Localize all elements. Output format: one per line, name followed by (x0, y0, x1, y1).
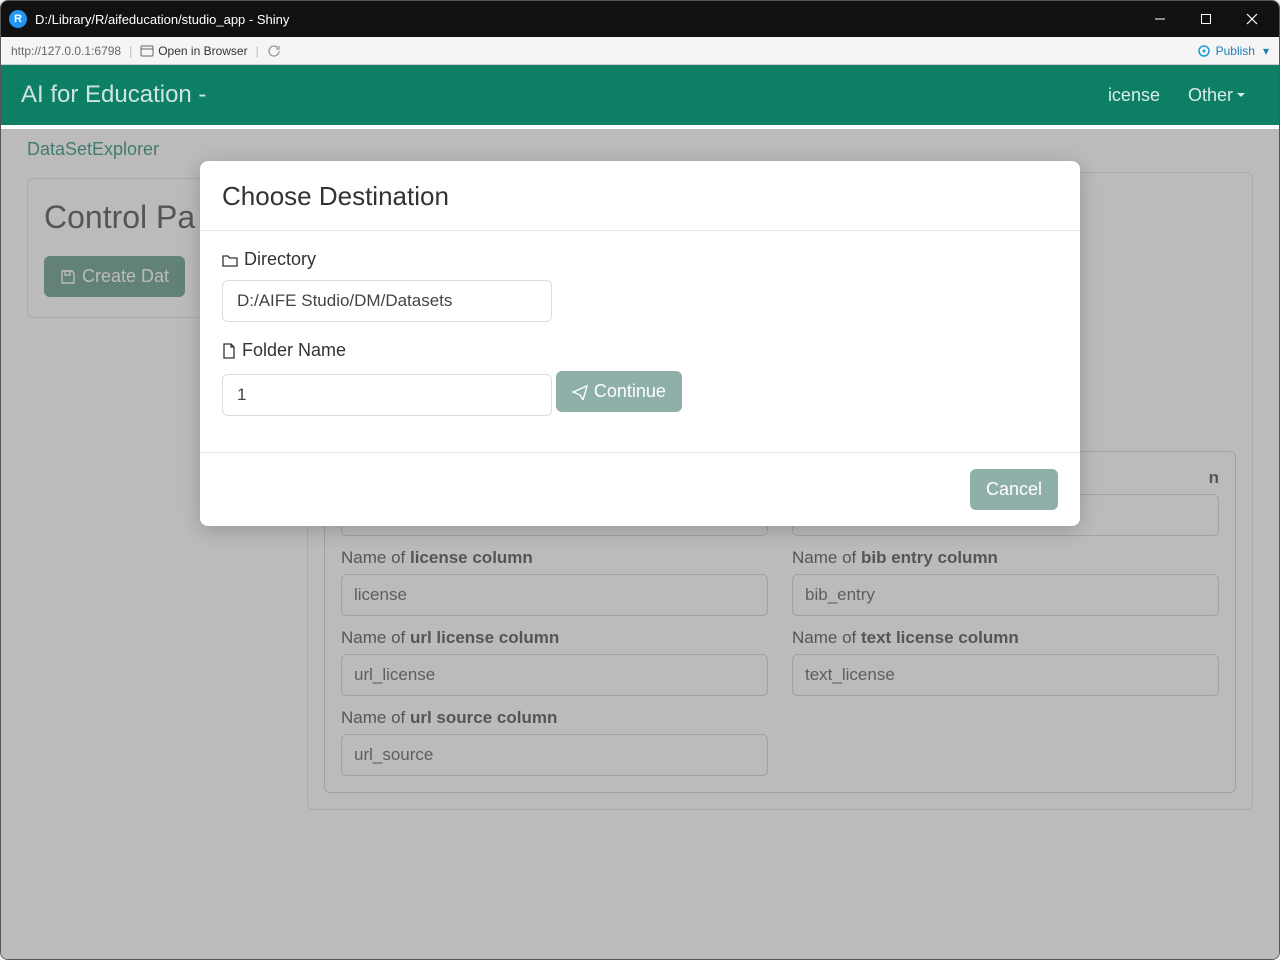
continue-button[interactable]: Continue (556, 371, 682, 412)
folder-name-input[interactable] (222, 374, 552, 416)
nav-other[interactable]: Other (1174, 85, 1259, 106)
browser-bar: http://127.0.0.1:6798 | Open in Browser … (1, 37, 1279, 65)
chevron-down-icon (1237, 93, 1245, 97)
minimize-button[interactable] (1137, 1, 1183, 37)
modal-title: Choose Destination (222, 181, 1058, 212)
app-icon: R (9, 10, 27, 28)
close-button[interactable] (1229, 1, 1275, 37)
window-title: D:/Library/R/aifeducation/studio_app - S… (35, 12, 1137, 27)
open-in-browser-button[interactable]: Open in Browser (140, 44, 247, 58)
window-titlebar: R D:/Library/R/aifeducation/studio_app -… (1, 1, 1279, 37)
cancel-button[interactable]: Cancel (970, 469, 1058, 510)
modal-backdrop: Choose Destination Directory Fo (1, 129, 1279, 959)
refresh-icon[interactable] (267, 44, 281, 58)
directory-label: Directory (222, 249, 1058, 270)
navbar: AI for Education - icense Other (1, 65, 1279, 125)
nav-license[interactable]: icense (1094, 85, 1174, 106)
publish-button[interactable]: Publish ▾ (1196, 43, 1269, 59)
url-text: http://127.0.0.1:6798 (11, 44, 121, 58)
maximize-button[interactable] (1183, 1, 1229, 37)
directory-input[interactable] (222, 280, 552, 322)
send-icon (572, 384, 588, 400)
publish-icon (1196, 43, 1212, 59)
folder-icon (222, 253, 238, 267)
file-icon (222, 343, 236, 359)
folder-name-label: Folder Name (222, 340, 1058, 361)
choose-destination-modal: Choose Destination Directory Fo (200, 161, 1080, 526)
brand: AI for Education - (21, 81, 206, 109)
browser-icon (140, 44, 154, 58)
